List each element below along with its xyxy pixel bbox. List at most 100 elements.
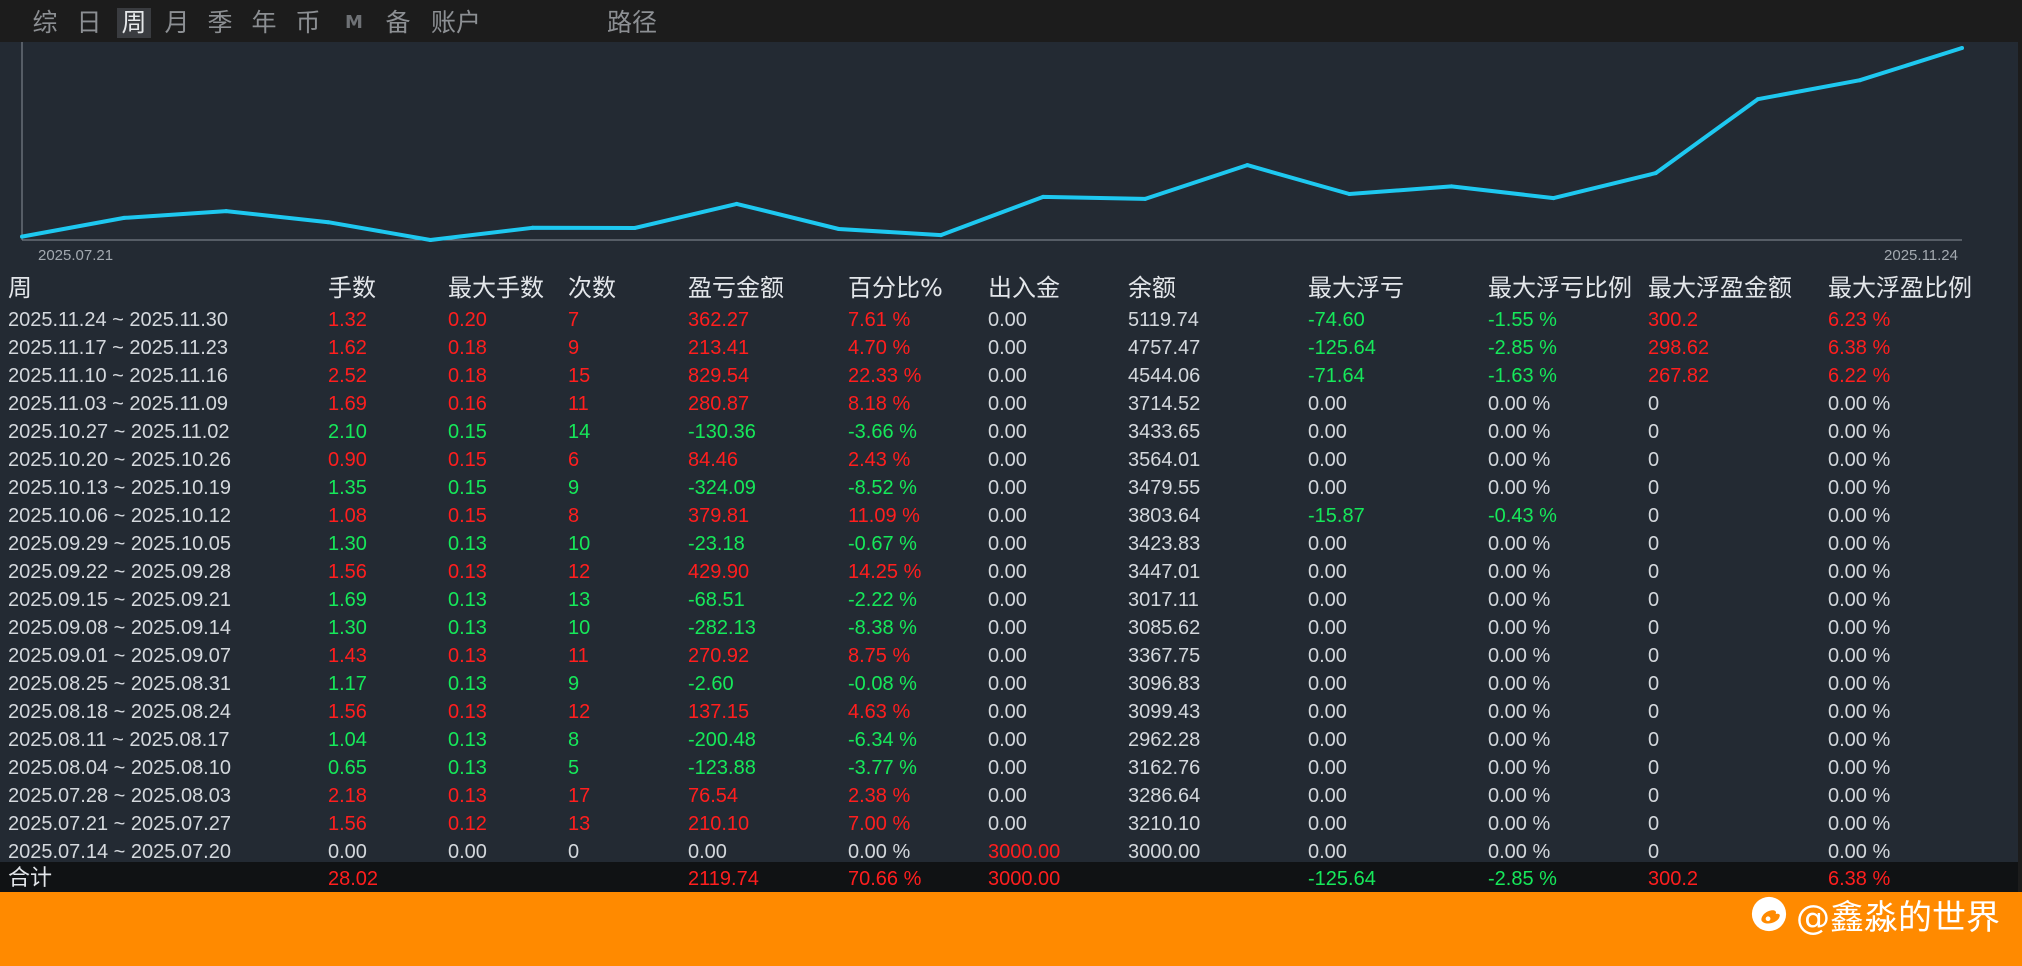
- cell-deposit: 0.00: [988, 813, 1027, 835]
- table-row[interactable]: 2025.08.18 ~ 2025.08.24 1.56 0.13 12 137.15 4…: [0, 698, 2010, 726]
- equity-point: [734, 201, 739, 206]
- tab-m[interactable]: M: [345, 12, 363, 33]
- cell-pnl: -2.60: [688, 673, 734, 695]
- table-row[interactable]: 2025.09.29 ~ 2025.10.05 1.30 0.13 10 -23.18 -…: [0, 530, 2010, 558]
- cell-pnl: 213.41: [688, 337, 750, 359]
- header-pnl[interactable]: 盈亏金额: [688, 274, 784, 302]
- equity-point: [20, 234, 24, 239]
- cell-max-lots: 0.13: [448, 589, 487, 611]
- header-week[interactable]: 周: [8, 274, 32, 302]
- table-row[interactable]: 2025.07.14 ~ 2025.07.20 0.00 0.00 0 0.00 0.00…: [0, 838, 2010, 866]
- cell-balance: 3479.55: [1128, 477, 1201, 499]
- cell-trades: 0: [568, 841, 580, 863]
- tab-path[interactable]: 路径: [606, 8, 657, 37]
- table-row[interactable]: 2025.08.04 ~ 2025.08.10 0.65 0.13 5 -123.88 -…: [0, 754, 2010, 782]
- total-deposit: 3000.00: [988, 868, 1061, 890]
- tab-quarter[interactable]: 季: [207, 8, 233, 37]
- cell-max-float-profit: 300.2: [1648, 309, 1699, 331]
- table-row[interactable]: 2025.10.06 ~ 2025.10.12 1.08 0.15 8 379.81 11…: [0, 502, 2010, 530]
- watermark-text: @鑫淼的世界: [1796, 897, 2000, 938]
- tab-notes[interactable]: 备: [385, 8, 411, 37]
- table-row[interactable]: 2025.11.03 ~ 2025.11.09 1.69 0.16 11 280.87 8…: [0, 390, 2010, 418]
- cell-max-float-profit: 0: [1648, 785, 1660, 807]
- table-row[interactable]: 2025.07.21 ~ 2025.07.27 1.56 0.12 13 210.10 7…: [0, 810, 2010, 838]
- table-row[interactable]: 2025.10.27 ~ 2025.11.02 2.10 0.15 14 -130.36…: [0, 418, 2010, 446]
- table-row[interactable]: 2025.09.22 ~ 2025.09.28 1.56 0.13 12 429.90 1…: [0, 558, 2010, 586]
- cell-deposit: 0.00: [988, 337, 1027, 359]
- period-tab-bar: 综日周月季年币 M 备账户 路径: [0, 0, 2022, 42]
- tab-year[interactable]: 年: [251, 8, 277, 37]
- table-row[interactable]: 2025.10.13 ~ 2025.10.19 1.35 0.15 9 -324.09 -…: [0, 474, 2010, 502]
- cell-max-float-profit: 0: [1648, 841, 1660, 863]
- header-max-lots[interactable]: 最大手数: [448, 274, 544, 302]
- tab-coin[interactable]: 币: [295, 8, 321, 37]
- tab-overview[interactable]: 综: [32, 8, 58, 37]
- cell-max-lots: 0.12: [448, 813, 487, 835]
- tab-week[interactable]: 周: [117, 8, 151, 38]
- table-row[interactable]: 2025.10.20 ~ 2025.10.26 0.90 0.15 6 84.46 2.4…: [0, 446, 2010, 474]
- table-row[interactable]: 2025.11.17 ~ 2025.11.23 1.62 0.18 9 213.41 4.…: [0, 334, 2010, 362]
- header-max-float-profit-pct[interactable]: 最大浮盈比例: [1828, 274, 1972, 302]
- cell-max-float-profit-pct: 0.00 %: [1828, 645, 1891, 667]
- table-row[interactable]: 2025.11.24 ~ 2025.11.30 1.32 0.20 7 362.27 7.…: [0, 306, 2010, 334]
- cell-week: 2025.08.25 ~ 2025.08.31: [8, 673, 231, 695]
- cell-deposit: 0.00: [988, 309, 1027, 331]
- header-max-float-loss[interactable]: 最大浮亏: [1308, 274, 1404, 302]
- cell-percent: 4.70 %: [848, 337, 911, 359]
- cell-balance: 3286.64: [1128, 785, 1201, 807]
- cell-pnl: 84.46: [688, 449, 739, 471]
- equity-point: [1449, 184, 1454, 189]
- header-balance[interactable]: 余额: [1128, 274, 1176, 302]
- cell-max-float-profit-pct: 0.00 %: [1828, 701, 1891, 723]
- cell-lots: 2.52: [328, 365, 367, 387]
- cell-trades: 11: [568, 393, 589, 415]
- cell-max-float-profit-pct: 0.00 %: [1828, 841, 1891, 863]
- cell-pnl: -200.48: [688, 729, 756, 751]
- table-row[interactable]: 2025.09.01 ~ 2025.09.07 1.43 0.13 11 270.92 8…: [0, 642, 2010, 670]
- header-deposit[interactable]: 出入金: [988, 274, 1060, 302]
- cell-deposit: 0.00: [988, 729, 1027, 751]
- cell-max-lots: 0.13: [448, 757, 487, 779]
- cell-lots: 1.30: [328, 617, 367, 639]
- cell-max-lots: 0.00: [448, 841, 487, 863]
- equity-point: [938, 233, 943, 238]
- table-row[interactable]: 2025.11.10 ~ 2025.11.16 2.52 0.18 15 829.54 2…: [0, 362, 2010, 390]
- cell-deposit: 0.00: [988, 673, 1027, 695]
- cell-deposit: 0.00: [988, 645, 1027, 667]
- cell-deposit: 0.00: [988, 365, 1027, 387]
- tab-day[interactable]: 日: [76, 8, 102, 37]
- table-row[interactable]: 2025.08.11 ~ 2025.08.17 1.04 0.13 8 -200.48 -…: [0, 726, 2010, 754]
- equity-point: [836, 227, 841, 231]
- cell-max-float-loss: 0.00: [1308, 645, 1347, 667]
- header-max-float-profit[interactable]: 最大浮盈金额: [1648, 274, 1792, 302]
- header-percent[interactable]: 百分比%: [848, 274, 943, 302]
- cell-max-float-loss-pct: 0.00 %: [1488, 701, 1551, 723]
- table-row[interactable]: 2025.07.28 ~ 2025.08.03 2.18 0.13 17 76.54 2.…: [0, 782, 2010, 810]
- equity-point: [1755, 97, 1760, 102]
- cell-pnl: 270.92: [688, 645, 750, 667]
- cell-deposit: 0.00: [988, 421, 1027, 443]
- cell-lots: 1.08: [328, 505, 367, 527]
- equity-point: [1245, 163, 1250, 168]
- header-lots[interactable]: 手数: [328, 274, 376, 302]
- cell-balance: 3017.11: [1128, 589, 1199, 611]
- cell-deposit: 0.00: [988, 785, 1027, 807]
- cell-week: 2025.09.15 ~ 2025.09.21: [8, 589, 231, 611]
- cell-percent: 22.33 %: [848, 365, 922, 387]
- table-row[interactable]: 2025.09.08 ~ 2025.09.14 1.30 0.13 10 -282.13…: [0, 614, 2010, 642]
- table-row[interactable]: 2025.08.25 ~ 2025.08.31 1.17 0.13 9 -2.60 -0.…: [0, 670, 2010, 698]
- cell-max-float-profit: 0: [1648, 701, 1660, 723]
- equity-point: [326, 220, 331, 225]
- total-lots: 28.02: [328, 868, 379, 890]
- table-row[interactable]: 2025.09.15 ~ 2025.09.21 1.69 0.13 13 -68.51 -…: [0, 586, 2010, 614]
- scrollbar-edge[interactable]: [2018, 42, 2022, 892]
- cell-pnl: -123.88: [688, 757, 756, 779]
- tab-month[interactable]: 月: [164, 8, 190, 37]
- cell-percent: 7.00 %: [848, 813, 911, 835]
- equity-point: [1143, 196, 1148, 201]
- cell-max-lots: 0.18: [448, 365, 487, 387]
- header-max-float-loss-pct[interactable]: 最大浮亏比例: [1488, 274, 1632, 302]
- tab-account[interactable]: 账户: [430, 8, 481, 37]
- header-trades[interactable]: 次数: [568, 274, 616, 302]
- watermark: @鑫淼的世界: [1750, 886, 2000, 942]
